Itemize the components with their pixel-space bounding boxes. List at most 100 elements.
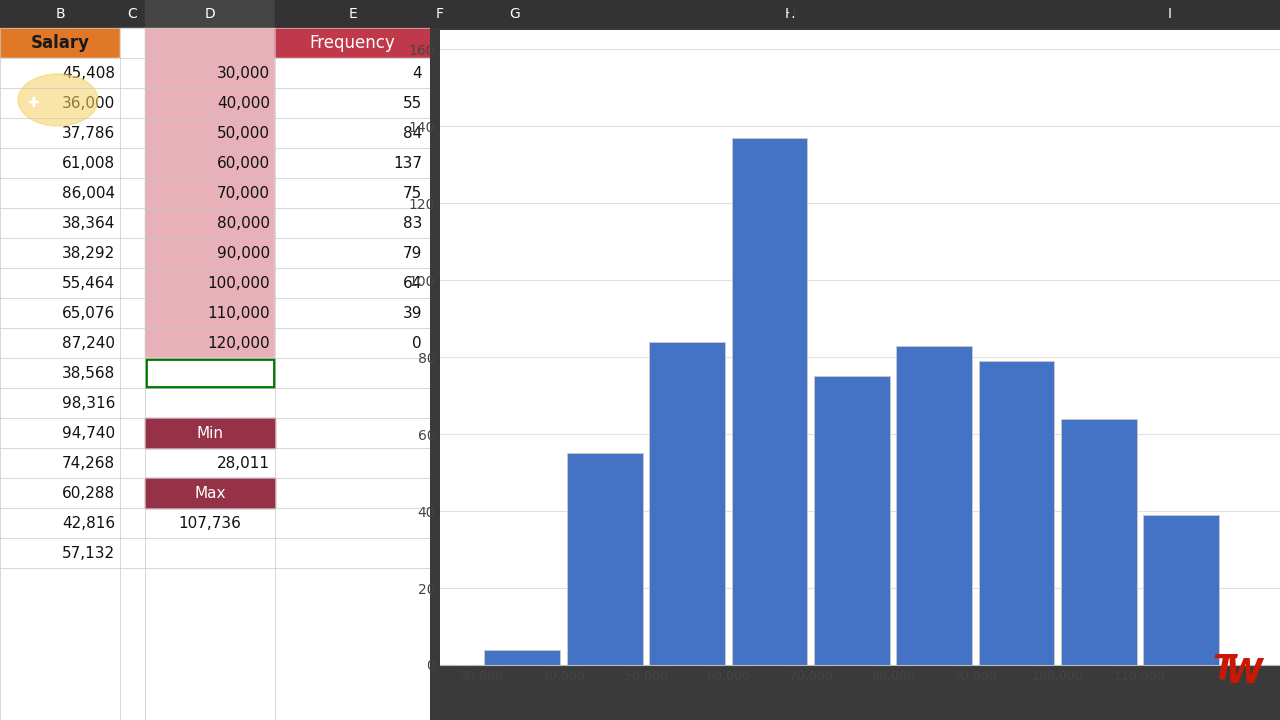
- Bar: [275, 238, 430, 268]
- Bar: [0, 148, 120, 178]
- Text: 60,288: 60,288: [61, 485, 115, 500]
- Bar: [567, 454, 643, 665]
- Bar: [120, 388, 145, 418]
- Bar: [275, 148, 430, 178]
- Bar: [120, 328, 145, 358]
- Bar: [145, 358, 275, 388]
- Bar: [0, 118, 120, 148]
- Text: 57,132: 57,132: [61, 546, 115, 560]
- Bar: [275, 478, 430, 508]
- Text: 40,000: 40,000: [218, 96, 270, 110]
- Bar: [0, 418, 120, 448]
- Bar: [0, 58, 120, 88]
- Bar: [1061, 419, 1137, 665]
- Bar: [145, 208, 275, 238]
- Bar: [0, 298, 120, 328]
- Text: 38,292: 38,292: [61, 246, 115, 261]
- Text: 61,008: 61,008: [61, 156, 115, 171]
- Text: 39: 39: [403, 305, 422, 320]
- Text: ✚: ✚: [27, 96, 38, 110]
- Bar: [145, 0, 275, 28]
- Bar: [275, 448, 430, 478]
- Bar: [145, 118, 275, 148]
- Text: 38,364: 38,364: [61, 215, 115, 230]
- Bar: [120, 148, 145, 178]
- Text: 120,000: 120,000: [207, 336, 270, 351]
- Text: 110,000: 110,000: [207, 305, 270, 320]
- Bar: [145, 418, 275, 448]
- Bar: [275, 388, 430, 418]
- Text: Min: Min: [197, 426, 224, 441]
- Bar: [146, 359, 274, 387]
- Bar: [0, 508, 120, 538]
- Text: Frequency: Frequency: [310, 34, 396, 52]
- Bar: [120, 298, 145, 328]
- Bar: [120, 538, 145, 568]
- Title: Frequency: Frequency: [787, 0, 933, 21]
- Text: 74,268: 74,268: [61, 456, 115, 470]
- Bar: [120, 0, 145, 28]
- Bar: [275, 538, 430, 568]
- Bar: [145, 448, 275, 478]
- Text: 65,076: 65,076: [61, 305, 115, 320]
- Bar: [732, 138, 808, 665]
- Bar: [120, 418, 145, 448]
- Bar: [145, 388, 275, 418]
- Bar: [649, 342, 724, 665]
- Text: 75: 75: [403, 186, 422, 200]
- Text: 64: 64: [403, 276, 422, 290]
- Bar: [0, 538, 120, 568]
- Bar: [275, 58, 430, 88]
- Bar: [1143, 515, 1219, 665]
- Bar: [145, 88, 275, 118]
- Text: 80,000: 80,000: [218, 215, 270, 230]
- Text: W: W: [1226, 657, 1262, 690]
- Bar: [0, 478, 120, 508]
- Text: 98,316: 98,316: [61, 395, 115, 410]
- Bar: [120, 88, 145, 118]
- Text: 45,408: 45,408: [61, 66, 115, 81]
- Bar: [0, 358, 120, 388]
- Bar: [275, 0, 430, 28]
- Bar: [814, 377, 890, 665]
- Bar: [275, 268, 430, 298]
- Bar: [145, 178, 275, 208]
- Text: Max: Max: [195, 485, 225, 500]
- Text: 37,786: 37,786: [61, 125, 115, 140]
- Ellipse shape: [18, 74, 99, 126]
- Bar: [275, 328, 430, 358]
- Text: D: D: [205, 7, 215, 21]
- Text: 36,000: 36,000: [61, 96, 115, 110]
- Text: T: T: [1212, 653, 1235, 686]
- Bar: [145, 478, 275, 508]
- Bar: [275, 298, 430, 328]
- Text: 0: 0: [412, 336, 422, 351]
- Bar: [0, 208, 120, 238]
- Text: 86,004: 86,004: [61, 186, 115, 200]
- Bar: [120, 358, 145, 388]
- Bar: [145, 298, 275, 328]
- Text: 60,000: 60,000: [216, 156, 270, 171]
- Bar: [120, 238, 145, 268]
- Text: E: E: [348, 7, 357, 21]
- Text: Salary: Salary: [31, 34, 90, 52]
- Text: 107,736: 107,736: [179, 516, 242, 531]
- Bar: [145, 418, 275, 448]
- Bar: [120, 28, 145, 58]
- Text: F: F: [436, 7, 444, 21]
- Text: 55: 55: [403, 96, 422, 110]
- Bar: [120, 508, 145, 538]
- Text: 87,240: 87,240: [61, 336, 115, 351]
- Text: G: G: [509, 7, 521, 21]
- Text: 90,000: 90,000: [216, 246, 270, 261]
- Bar: [145, 328, 275, 358]
- Text: 38,568: 38,568: [61, 366, 115, 380]
- Text: H: H: [785, 7, 795, 21]
- Text: C: C: [128, 7, 137, 21]
- Bar: [275, 208, 430, 238]
- Bar: [145, 508, 275, 538]
- Bar: [0, 268, 120, 298]
- Bar: [145, 238, 275, 268]
- Text: 30,000: 30,000: [216, 66, 270, 81]
- Bar: [979, 361, 1055, 665]
